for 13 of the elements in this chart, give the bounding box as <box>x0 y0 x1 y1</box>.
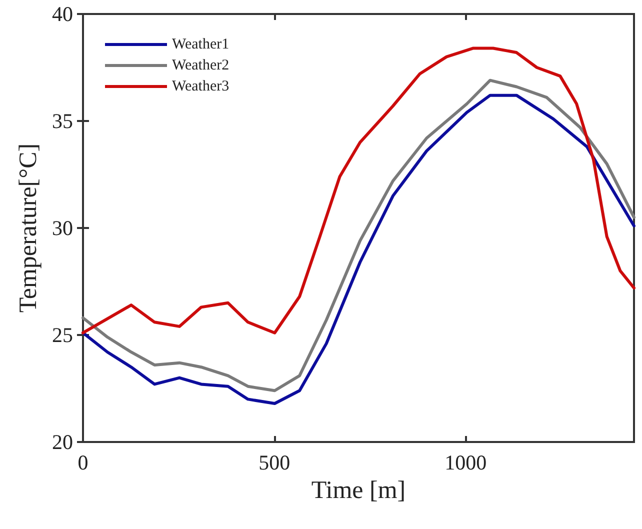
x-axis-title: Time [m] <box>311 476 406 504</box>
y-tick-label: 40 <box>52 2 73 26</box>
x-tick-label: 1000 <box>444 450 487 474</box>
y-tick-label: 25 <box>52 323 73 347</box>
y-tick-label: 20 <box>52 430 73 454</box>
y-axis-title: Temperature[°C] <box>15 143 42 313</box>
legend-label: Weather3 <box>172 78 230 94</box>
y-tick-label: 35 <box>52 109 73 133</box>
x-tick-label: 0 <box>78 450 88 474</box>
legend-label: Weather2 <box>172 58 230 74</box>
x-tick-label: 500 <box>258 450 290 474</box>
legend-label: Weather1 <box>172 36 230 52</box>
y-tick-label: 30 <box>52 216 73 240</box>
